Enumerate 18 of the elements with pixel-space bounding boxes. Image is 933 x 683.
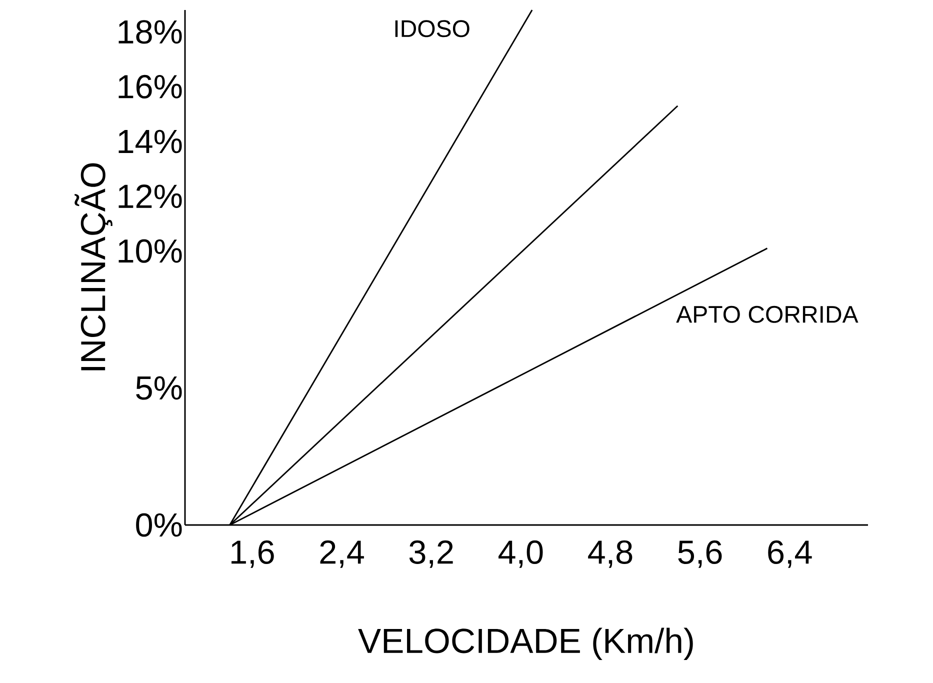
x-tick-label: 3,2 <box>409 540 453 568</box>
x-tick-label: 5,6 <box>678 540 722 568</box>
x-axis-title: VELOCIDADE (Km/h) <box>358 628 693 660</box>
y-tick-label: 10% <box>118 239 182 263</box>
y-tick-label: 14% <box>118 130 182 154</box>
series-label: APTO CORRIDA <box>676 306 858 323</box>
x-tick-label: 2,4 <box>320 540 364 568</box>
x-tick-label: 1,6 <box>232 540 274 568</box>
y-axis-title: INCLINAÇÃO <box>74 163 112 370</box>
x-tick-label: 6,4 <box>768 540 812 568</box>
x-tick-label: 4,0 <box>498 540 543 568</box>
y-tick-label: 0% <box>136 513 182 537</box>
y-tick-label: 16% <box>118 74 182 99</box>
x-tick-label: 4,8 <box>588 540 632 568</box>
series-label: IDOSO <box>395 20 470 38</box>
y-tick-label: 5% <box>136 376 182 400</box>
y-tick-label: 12% <box>118 184 182 208</box>
y-tick-label: 18% <box>118 20 182 44</box>
